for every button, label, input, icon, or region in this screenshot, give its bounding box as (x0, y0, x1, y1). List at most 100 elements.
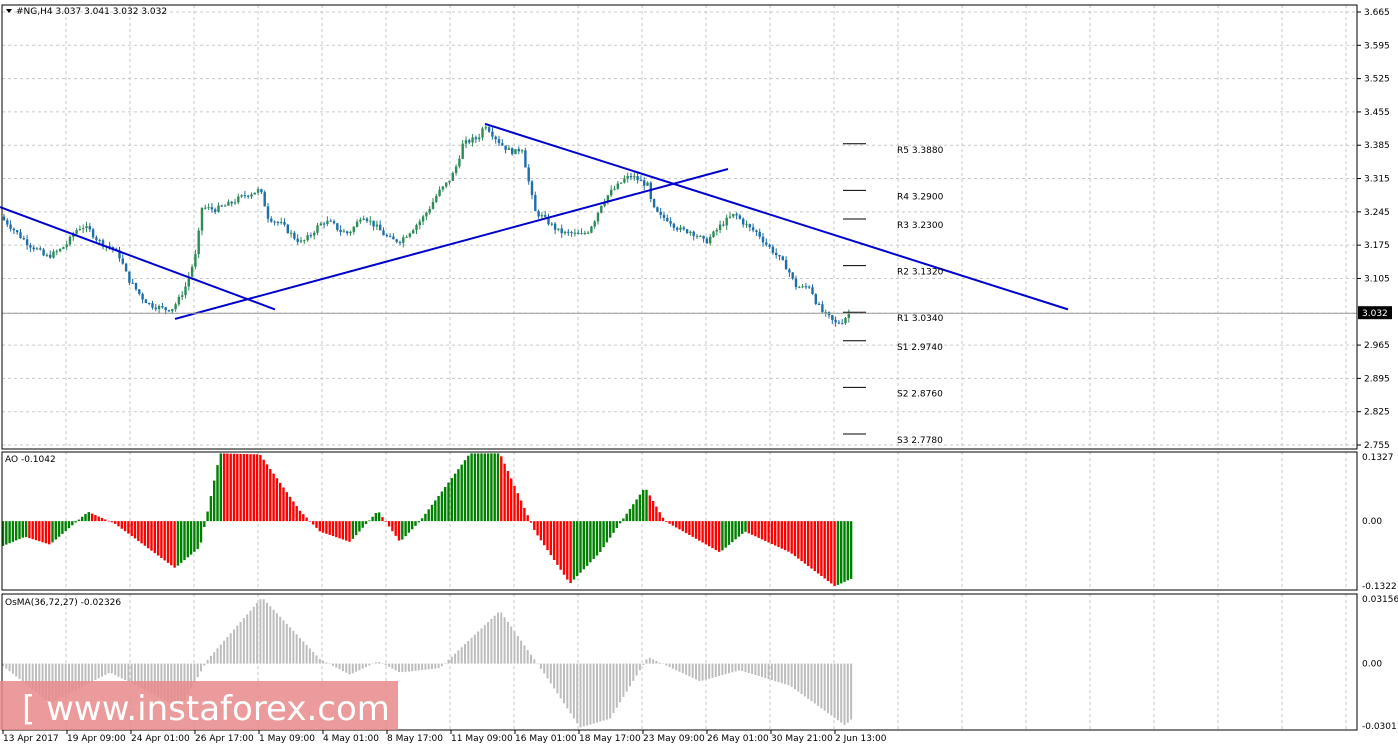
candle-bull (194, 254, 197, 267)
ao-bar-down (552, 521, 556, 560)
ao-bar-down (315, 521, 318, 528)
ao-bar-up (430, 504, 434, 522)
candle-bear (659, 211, 662, 215)
osma-bar (114, 663, 117, 676)
osma-bar (94, 663, 97, 680)
osma-bar (110, 663, 113, 674)
candle-bear (388, 236, 392, 238)
ao-bar-down (539, 521, 543, 541)
ao-bar-down (823, 521, 826, 579)
candle-bear (751, 227, 755, 231)
osma-bar (414, 663, 417, 671)
ao-bar-up (460, 464, 463, 522)
candle-bull (745, 224, 748, 226)
osma-bar (11, 663, 14, 674)
ao-bar-up (457, 469, 460, 522)
candle-bear (134, 282, 138, 290)
osma-bar (209, 655, 212, 664)
ao-bar-down (130, 521, 133, 537)
ao-bar-down (658, 512, 661, 522)
candle-bear (676, 227, 679, 230)
ao-bar-down (556, 521, 559, 565)
ao-bar-down (279, 482, 282, 522)
candle-bear (758, 231, 761, 237)
price-tick-label: 3.525 (1364, 75, 1390, 85)
ao-bar-down (764, 521, 767, 541)
candle-bull (58, 248, 62, 252)
ao-bar-down (562, 521, 566, 575)
osma-bar (18, 663, 21, 680)
ao-bar-down (684, 521, 688, 534)
candle-bear (636, 176, 639, 181)
candle-bull (583, 232, 586, 234)
ao-tick-label: 0.00 (1362, 517, 1382, 527)
osma-bar (774, 663, 777, 682)
osma-bar (553, 663, 556, 689)
candle-bull (431, 201, 435, 209)
osma-bar (213, 652, 216, 664)
osma-bar (427, 663, 430, 670)
ao-bar-down (750, 521, 754, 535)
ao-bar-up (434, 500, 437, 522)
ao-bar-down (232, 453, 236, 522)
candle-bear (831, 315, 834, 320)
candle-bull (369, 220, 372, 222)
osma-bar (358, 663, 361, 671)
candle-bull (187, 276, 190, 287)
osma-bar (200, 663, 202, 672)
ao-bar-up (427, 509, 430, 522)
osma-bar (675, 663, 678, 671)
candle-bear (534, 195, 537, 212)
ao-bar-down (717, 521, 721, 552)
candle-bear (814, 294, 817, 304)
candle-bear (504, 145, 507, 150)
symbol-info: #NG,H4 3.037 3.041 3.032 3.032 (16, 7, 167, 17)
candle-bear (837, 322, 841, 324)
osma-bar (190, 663, 193, 689)
ao-bar-down (675, 521, 678, 528)
ao-bar-down (272, 473, 275, 522)
candle-bull (613, 188, 616, 190)
ao-bar-down (566, 521, 569, 580)
candle-bear (656, 207, 659, 212)
candle-bear (652, 199, 656, 208)
osma-bar (97, 663, 100, 679)
osma-bar (259, 599, 262, 664)
ao-bar-up (576, 521, 579, 577)
osma-bar (328, 663, 331, 665)
osma-bar (229, 633, 232, 664)
candle-bull (256, 189, 260, 193)
osma-bar (592, 663, 595, 724)
ao-bar-up (84, 513, 87, 522)
ao-bar-down (714, 521, 717, 551)
candle-bear (108, 245, 111, 247)
candle-bull (445, 182, 448, 187)
panel-frame (1, 4, 1358, 450)
osma-bar (74, 663, 77, 691)
osma-bar (407, 663, 410, 672)
candle-bull (408, 233, 412, 237)
candle-bull (646, 182, 649, 186)
candle-bear (276, 221, 280, 223)
candle-bull (418, 221, 421, 226)
osma-bar (411, 663, 414, 672)
candle-bear (395, 239, 398, 242)
ao-bar-down (770, 521, 774, 545)
candle-bull (35, 248, 39, 250)
dropdown-arrow-icon[interactable] (6, 9, 12, 13)
ao-bar-down (335, 521, 338, 538)
ao-bar-up (364, 521, 368, 525)
ao-bar-up (592, 521, 595, 559)
osma-bar (480, 628, 483, 664)
ao-bar-down (813, 521, 816, 572)
candle-bear (794, 278, 798, 288)
ao-bar-down (691, 521, 694, 537)
osma-bar (526, 650, 529, 664)
ao-bar-up (483, 453, 486, 522)
osma-bar (691, 663, 694, 678)
time-label: 16 May 01:00 (515, 734, 577, 744)
ao-bar-up (734, 521, 737, 540)
